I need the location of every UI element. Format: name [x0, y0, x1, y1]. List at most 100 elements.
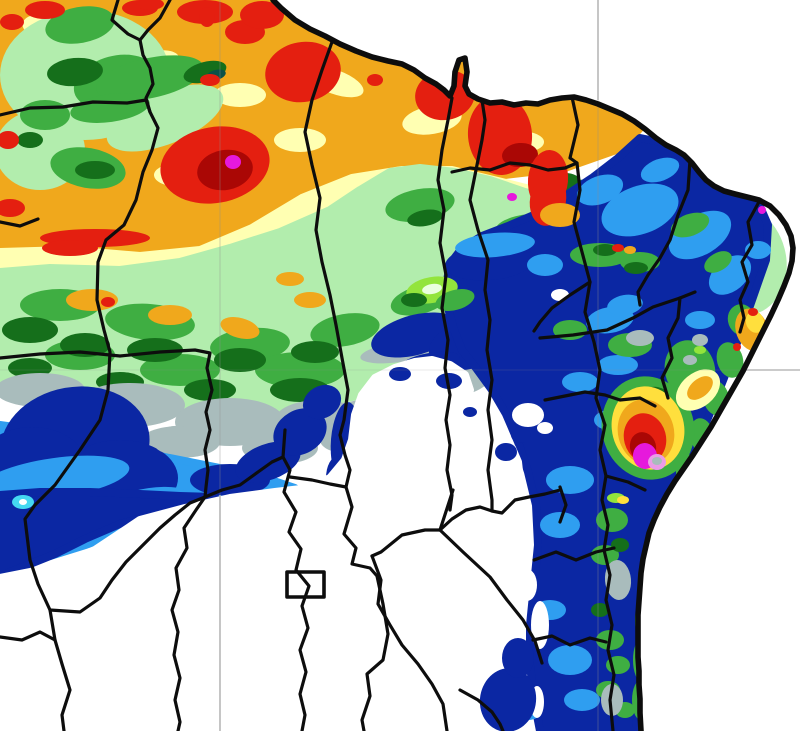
- field-blob: [106, 84, 224, 152]
- state-boundary: [438, 528, 544, 665]
- field-blob: [214, 83, 266, 107]
- field-blob: [265, 41, 341, 103]
- field-blob: [512, 403, 544, 427]
- state-boundary: [288, 475, 348, 489]
- field-blob: [527, 254, 563, 276]
- field-blob: [502, 142, 538, 168]
- field-blob: [47, 57, 103, 87]
- field-blob: [199, 7, 215, 27]
- field-blob: [225, 155, 241, 169]
- field-blob: [200, 74, 220, 86]
- field-blob: [540, 203, 580, 227]
- field-blob: [20, 100, 70, 130]
- field-blob: [640, 157, 680, 183]
- field-blob: [596, 508, 628, 532]
- field-blob: [537, 422, 553, 434]
- field-blob: [153, 425, 197, 455]
- field-blob: [101, 297, 115, 307]
- state-boundary: [138, 0, 172, 42]
- state-boundary: [458, 688, 505, 731]
- state-boundary: [568, 95, 616, 731]
- field-blob: [367, 74, 383, 86]
- field-blob: [0, 131, 19, 149]
- state-boundary: [660, 296, 682, 400]
- field-blob: [96, 55, 204, 101]
- field-blob: [19, 499, 27, 505]
- field-blob: [274, 128, 326, 152]
- field-blob: [692, 334, 708, 346]
- state-boundary: [48, 495, 207, 614]
- field-blob: [455, 232, 535, 258]
- field-blob: [624, 246, 636, 254]
- field-blob: [302, 384, 342, 420]
- state-boundary: [0, 98, 152, 117]
- field-blob: [624, 262, 648, 274]
- field-blob: [745, 311, 765, 333]
- field-blob: [683, 355, 697, 365]
- field-blob: [148, 305, 192, 325]
- field-blob: [8, 358, 52, 378]
- federal-district-outline: [285, 570, 326, 599]
- field-blob: [716, 342, 744, 378]
- field-blob: [604, 560, 632, 600]
- field-blob: [75, 161, 115, 179]
- field-blob: [0, 199, 25, 217]
- field-blob: [611, 538, 629, 552]
- field-blob: [407, 209, 443, 227]
- state-boundary: [604, 474, 647, 492]
- state-boundary: [532, 280, 592, 333]
- state-boundary: [450, 161, 579, 174]
- field-blob: [507, 193, 517, 201]
- field-blob: [591, 603, 609, 617]
- state-boundary: [543, 390, 657, 408]
- field-blob: [502, 638, 534, 678]
- field-blob: [733, 343, 741, 351]
- field-blob: [540, 512, 580, 538]
- field-blob: [140, 354, 220, 386]
- field-blob: [291, 341, 339, 363]
- field-blob: [435, 289, 475, 311]
- state-boundary: [531, 634, 608, 647]
- field-blob: [240, 1, 284, 29]
- field-blob: [758, 206, 766, 214]
- state-boundary: [436, 96, 454, 512]
- field-blob: [25, 1, 65, 19]
- field-blob: [652, 457, 662, 465]
- coastline-path: [270, 0, 796, 731]
- coastline-layer: [270, 0, 796, 731]
- field-blob: [45, 6, 115, 44]
- field-blob: [127, 338, 183, 362]
- field-blob: [562, 372, 598, 392]
- field-blob: [214, 348, 266, 372]
- state-boundary: [558, 485, 568, 524]
- federal-district-layer: [285, 570, 326, 599]
- field-blob: [70, 93, 150, 123]
- state-boundary: [468, 98, 494, 513]
- field-blob: [517, 569, 537, 601]
- field-blob: [546, 466, 594, 494]
- state-boundary: [636, 158, 692, 307]
- field-blob: [593, 244, 617, 256]
- state-boundary: [170, 495, 207, 731]
- field-blob: [2, 317, 58, 343]
- state-boundary: [23, 0, 160, 731]
- state-boundary: [370, 488, 562, 558]
- state-boundary: [303, 40, 390, 731]
- field-blob: [748, 308, 758, 316]
- field-blob: [687, 376, 713, 400]
- state-boundary: [738, 198, 762, 334]
- field-blob: [294, 292, 326, 308]
- field-blob: [422, 283, 442, 295]
- field-blob: [694, 346, 706, 354]
- state-boundary: [281, 455, 311, 731]
- field-blob: [463, 407, 477, 417]
- field-blob: [626, 330, 654, 346]
- state-boundary: [0, 348, 214, 499]
- field-blob: [617, 496, 629, 504]
- state-boundary: [370, 554, 449, 731]
- field-blob: [607, 294, 643, 316]
- field-blob: [310, 313, 380, 347]
- state-boundary: [0, 217, 40, 228]
- field-blob: [598, 355, 638, 375]
